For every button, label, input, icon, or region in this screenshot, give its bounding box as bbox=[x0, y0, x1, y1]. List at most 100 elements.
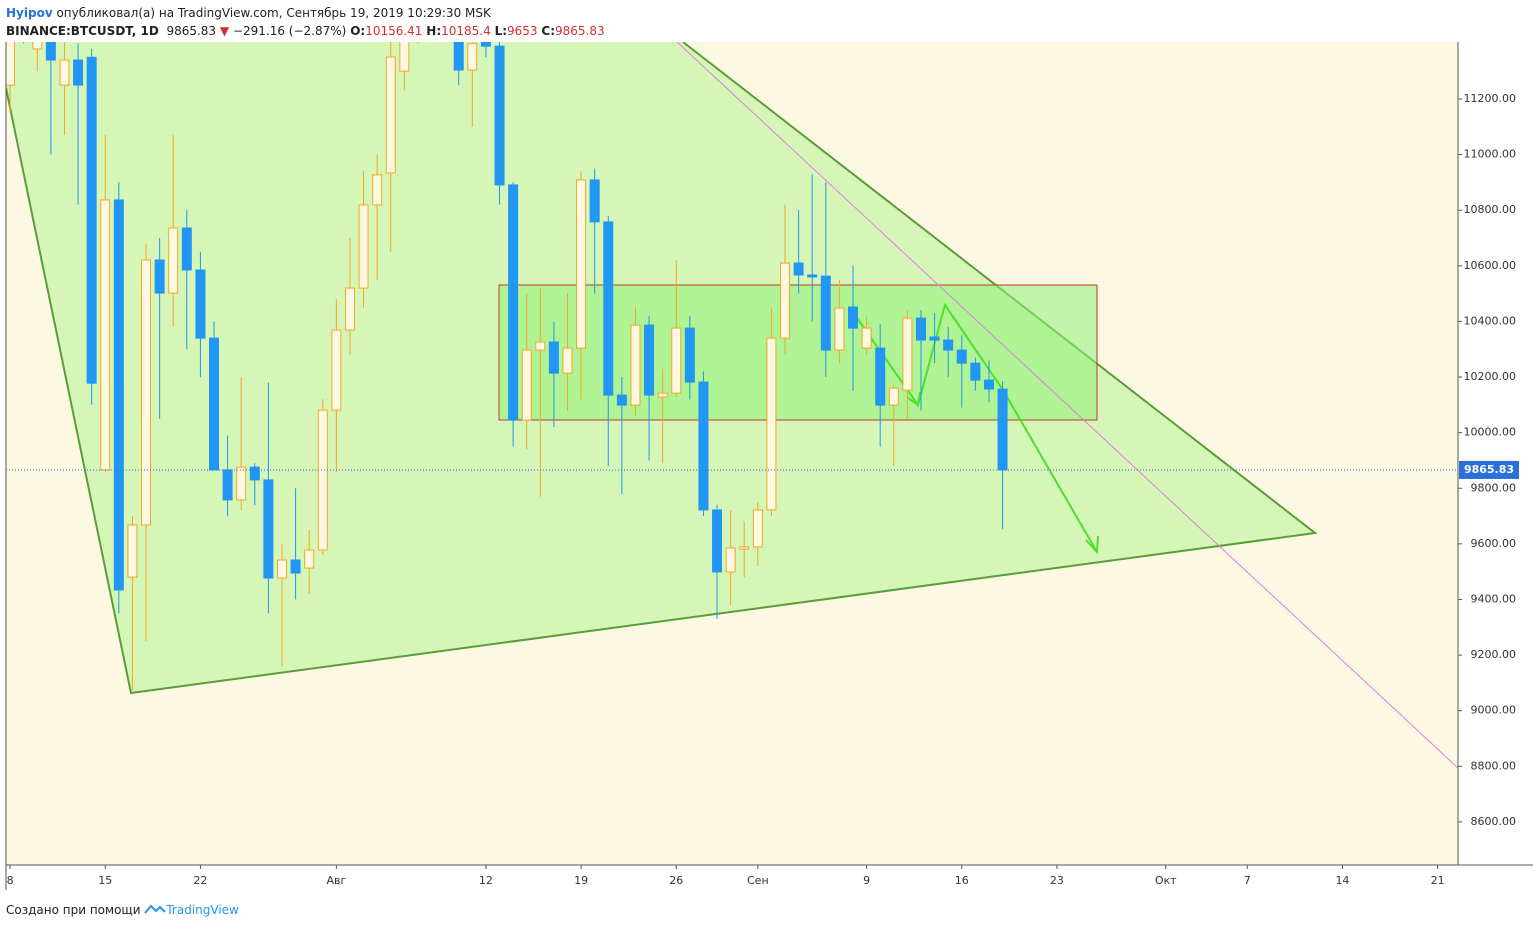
l-value: 9653 bbox=[507, 24, 538, 38]
last-price-tag bbox=[1459, 460, 1519, 479]
candle-body bbox=[236, 466, 247, 501]
y-tick-label: 10200.00 bbox=[1464, 370, 1517, 383]
header-line-2: BINANCE:BTCUSDT, 1D 9865.83 ▼ −291.16 (−… bbox=[6, 22, 605, 40]
candle-body bbox=[739, 546, 750, 550]
candle-body bbox=[657, 392, 668, 398]
candle-body bbox=[19, 0, 28, 38]
x-tick-label: 21 bbox=[1431, 874, 1445, 887]
candle-body bbox=[399, 42, 410, 72]
candle-body bbox=[943, 339, 954, 351]
made-with: Создано при помощи bbox=[6, 903, 141, 917]
candle-body bbox=[304, 549, 315, 569]
arrow-head bbox=[1085, 535, 1099, 555]
o-value: 10156.41 bbox=[365, 24, 423, 38]
drawings bbox=[6, 42, 1458, 769]
candle-body bbox=[875, 347, 886, 406]
x-tick-label: Авг bbox=[326, 874, 346, 887]
candle-body bbox=[276, 559, 287, 579]
candle-body bbox=[249, 466, 260, 481]
candle-body bbox=[576, 179, 587, 349]
candle-body bbox=[644, 324, 655, 396]
candle-body bbox=[970, 362, 981, 381]
x-tick-label: 8 bbox=[7, 874, 14, 887]
change: −291.16 (−2.87%) bbox=[232, 24, 347, 38]
candle-body bbox=[793, 262, 804, 276]
y-tick-label: 10000.00 bbox=[1464, 426, 1517, 439]
candle-body bbox=[848, 306, 858, 329]
x-tick-label: 22 bbox=[193, 874, 207, 887]
direction: ▼ bbox=[219, 24, 230, 38]
x-tick-label: 12 bbox=[479, 874, 493, 887]
candle-body bbox=[358, 204, 369, 289]
candle-body bbox=[684, 327, 695, 383]
x-tick-label: 15 bbox=[98, 874, 112, 887]
x-tick-label: 14 bbox=[1335, 874, 1349, 887]
candle-body bbox=[317, 409, 328, 551]
y-tick-label: 9400.00 bbox=[1471, 592, 1517, 605]
candle-body bbox=[141, 259, 152, 526]
y-tick-label: 8800.00 bbox=[1471, 759, 1517, 772]
candle-body bbox=[263, 479, 274, 579]
candle-body bbox=[630, 324, 641, 406]
candle-body bbox=[453, 42, 464, 71]
c-value: 9865.83 bbox=[555, 24, 605, 38]
candle-body bbox=[331, 329, 342, 411]
o-label: O: bbox=[350, 24, 366, 38]
candle-body bbox=[181, 227, 192, 271]
axes: 8600.00 8800.00 9000.00 9200.00 9400.00 9600.… bbox=[7, 92, 1516, 887]
candles bbox=[6, 0, 1008, 691]
l-label: L: bbox=[494, 24, 508, 38]
candle-body bbox=[548, 341, 559, 374]
x-tick-label: 7 bbox=[1244, 874, 1251, 887]
candle-body bbox=[441, 0, 450, 16]
author[interactable]: Hyipov bbox=[6, 6, 53, 20]
trend-line bbox=[676, 42, 1458, 769]
header-line-1: Hyipov опубликовал(а) на TradingView.com… bbox=[6, 4, 605, 22]
candle-body bbox=[508, 184, 519, 421]
candle-body bbox=[127, 524, 138, 578]
candle-body bbox=[86, 56, 97, 384]
candle-body bbox=[698, 381, 709, 511]
candle-body bbox=[73, 59, 84, 86]
x-tick-label: Сен bbox=[747, 874, 769, 887]
x-tick-label: 16 bbox=[955, 874, 969, 887]
y-tick-label: 10600.00 bbox=[1464, 259, 1517, 272]
candle-body bbox=[209, 337, 220, 471]
y-tick-label: 9600.00 bbox=[1471, 537, 1517, 550]
y-tick-label: 9200.00 bbox=[1471, 648, 1517, 661]
arrow-head bbox=[907, 391, 921, 407]
candle-body bbox=[861, 327, 872, 349]
brand[interactable]: TradingView bbox=[166, 903, 239, 917]
x-tick-label: 19 bbox=[574, 874, 588, 887]
candle-body bbox=[725, 547, 736, 573]
symbol: BINANCE:BTCUSDT, 1D bbox=[6, 24, 159, 38]
y-tick-label: 11000.00 bbox=[1464, 148, 1517, 161]
y-tick-label: 10400.00 bbox=[1464, 314, 1517, 327]
y-tick-label: 9800.00 bbox=[1471, 481, 1517, 494]
footer: Создано при помощи TradingView bbox=[6, 903, 239, 917]
candle-body bbox=[535, 341, 546, 351]
candle-body bbox=[195, 269, 206, 339]
candle-body bbox=[834, 307, 845, 351]
candle-body bbox=[752, 509, 763, 548]
candle-body bbox=[956, 349, 967, 364]
last-price: 9865.83 bbox=[166, 24, 217, 38]
candle-body bbox=[154, 259, 165, 294]
y-tick-label: 10800.00 bbox=[1464, 203, 1517, 216]
candle-body bbox=[372, 174, 383, 206]
tv-logo-path bbox=[144, 904, 167, 914]
candle-body bbox=[521, 349, 532, 421]
h-label: H: bbox=[426, 24, 442, 38]
candle-body bbox=[888, 387, 899, 406]
candle-body bbox=[983, 379, 994, 390]
candle-body bbox=[915, 317, 926, 341]
candle-body bbox=[997, 388, 1008, 471]
candle-body bbox=[480, 42, 491, 47]
chart: 8600.00 8800.00 9000.00 9200.00 9400.00 9600.… bbox=[5, 0, 1533, 890]
candle-body bbox=[603, 221, 614, 396]
y-tick-label: 11200.00 bbox=[1464, 92, 1517, 105]
last-price-label: 9865.83 bbox=[1464, 463, 1514, 476]
x-tick-label: 9 bbox=[863, 874, 870, 887]
candle-body bbox=[290, 559, 301, 574]
